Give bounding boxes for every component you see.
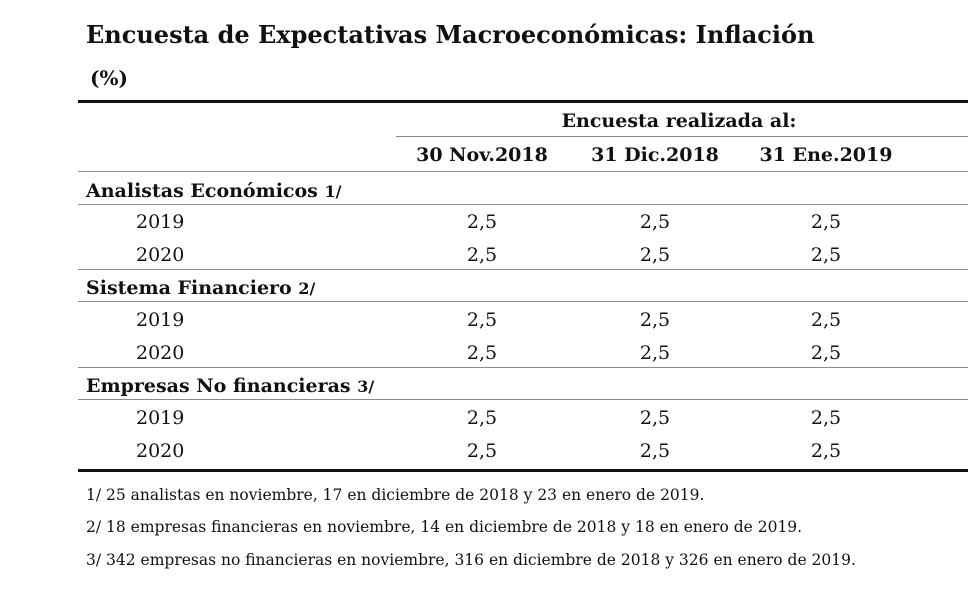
footnote-3: 3/ 342 empresas no financieras en noviem… [86, 551, 856, 569]
row-year: 2019 [136, 407, 185, 429]
cell-value: 2,5 [810, 211, 842, 233]
section-label: Sistema Financiero 2/ [86, 277, 315, 299]
section-end-rule [78, 269, 968, 270]
section-name: Analistas Económicos [86, 180, 318, 202]
unit-label: (%) [90, 66, 128, 90]
cell-value: 2,5 [639, 244, 671, 266]
cell-value: 2,5 [639, 342, 671, 364]
section-label: Empresas No financieras 3/ [86, 375, 374, 397]
cell-value: 2,5 [639, 407, 671, 429]
cell-value: 2,5 [810, 309, 842, 331]
top-rule [78, 100, 968, 103]
header-rule [78, 171, 968, 172]
section-note: 3/ [357, 377, 375, 396]
cell-value: 2,5 [466, 440, 498, 462]
row-year: 2020 [136, 244, 185, 266]
column-header-1: 30 Nov.2018 [416, 144, 548, 166]
section-end-rule [78, 367, 968, 368]
row-year: 2019 [136, 211, 185, 233]
cell-value: 2,5 [639, 309, 671, 331]
section-note: 2/ [298, 279, 316, 298]
footnote-1: 1/ 25 analistas en noviembre, 17 en dici… [86, 486, 705, 504]
section-label: Analistas Económicos 1/ [86, 180, 341, 202]
section-name: Empresas No financieras [86, 375, 351, 397]
section-note: 1/ [324, 182, 342, 201]
cell-value: 2,5 [639, 440, 671, 462]
column-header-2: 31 Dic.2018 [591, 144, 719, 166]
cell-value: 2,5 [466, 211, 498, 233]
section-rule [78, 399, 968, 400]
cell-value: 2,5 [466, 407, 498, 429]
section-rule [78, 301, 968, 302]
cell-value: 2,5 [466, 309, 498, 331]
table-title: Encuesta de Expectativas Macroeconómicas… [86, 20, 815, 49]
row-year: 2020 [136, 440, 185, 462]
bottom-rule [78, 469, 968, 472]
cell-value: 2,5 [639, 211, 671, 233]
footnote-2: 2/ 18 empresas financieras en noviembre,… [86, 518, 803, 536]
row-year: 2020 [136, 342, 185, 364]
column-header-3: 31 Ene.2019 [759, 144, 893, 166]
cell-value: 2,5 [810, 440, 842, 462]
group-header-rule [396, 136, 968, 137]
cell-value: 2,5 [466, 244, 498, 266]
row-year: 2019 [136, 309, 185, 331]
section-name: Sistema Financiero [86, 277, 292, 299]
cell-value: 2,5 [466, 342, 498, 364]
cell-value: 2,5 [810, 342, 842, 364]
section-rule [78, 204, 968, 205]
group-header: Encuesta realizada al: [561, 110, 797, 132]
cell-value: 2,5 [810, 407, 842, 429]
cell-value: 2,5 [810, 244, 842, 266]
